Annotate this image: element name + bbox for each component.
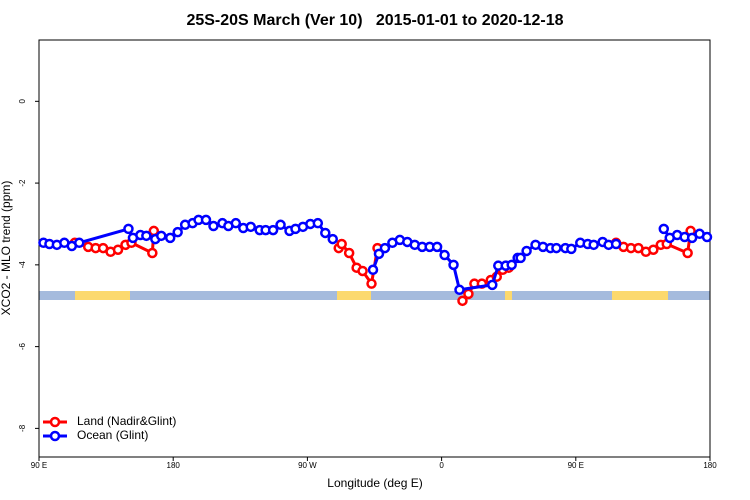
x-tick-label: 180	[703, 461, 717, 470]
data-point	[230, 217, 242, 229]
data-point	[74, 237, 85, 249]
data-point	[327, 233, 338, 245]
y-tick-label: -4	[18, 261, 27, 269]
x-tick-label: 180	[167, 461, 181, 470]
data-point	[267, 224, 279, 236]
data-point	[208, 220, 219, 232]
data-point	[588, 239, 599, 251]
data-point	[275, 219, 286, 231]
data-point	[463, 288, 474, 300]
x-tick-label: 90 E	[568, 461, 584, 470]
x-tick-label: 0	[439, 461, 444, 470]
data-point	[551, 242, 562, 254]
y-tick-label: -6	[18, 343, 27, 351]
data-point	[156, 230, 167, 242]
data-point	[200, 214, 212, 226]
data-point	[379, 242, 391, 254]
data-point	[454, 284, 465, 296]
data-point	[431, 241, 443, 253]
data-point	[566, 243, 577, 255]
legend-marker	[49, 430, 61, 442]
y-tick-label: -8	[18, 424, 27, 432]
data-point	[320, 227, 331, 239]
data-point	[245, 221, 256, 233]
data-point	[439, 249, 450, 261]
ocean-band	[39, 291, 710, 300]
data-point	[448, 259, 459, 271]
data-point	[112, 244, 124, 255]
data-point	[658, 223, 670, 235]
data-point	[610, 238, 622, 250]
x-tick-label: 90 W	[298, 461, 317, 470]
surface-strip	[39, 291, 710, 300]
x-axis-label: Longitude (deg E)	[327, 476, 422, 490]
data-point	[336, 238, 347, 250]
y-axis-label: XCO2 - MLO trend (ppm)	[0, 181, 13, 316]
plot-frame	[38, 39, 711, 458]
land-band	[505, 291, 512, 300]
data-point	[357, 265, 368, 277]
data-point	[343, 247, 355, 259]
land-band	[337, 291, 371, 300]
data-point	[521, 245, 532, 257]
data-point	[123, 223, 134, 235]
data-point	[686, 232, 698, 244]
data-point	[141, 230, 152, 242]
chart-title: 25S-20S March (Ver 10) 2015-01-01 to 202…	[186, 12, 563, 29]
legend-marker	[49, 416, 61, 428]
data-point	[648, 244, 659, 255]
x-tick-label: 90 E	[31, 461, 47, 470]
data-point	[506, 259, 517, 271]
data-point	[367, 264, 379, 276]
y-tick-label: 0	[18, 99, 27, 104]
data-point	[147, 247, 158, 259]
data-point	[366, 278, 377, 289]
land-band	[612, 291, 668, 300]
land-band	[75, 291, 130, 300]
data-point	[312, 217, 324, 229]
data-point	[515, 252, 526, 264]
data-point	[172, 226, 183, 238]
legend-label: Land (Nadir&Glint)	[77, 414, 176, 428]
data-point	[701, 231, 713, 243]
data-point	[487, 279, 498, 291]
data-point	[373, 248, 385, 260]
data-point	[164, 232, 176, 244]
y-tick-label: -2	[18, 179, 27, 187]
legend-label: Ocean (Glint)	[77, 428, 148, 442]
data-point	[457, 295, 468, 307]
data-point	[682, 247, 693, 259]
